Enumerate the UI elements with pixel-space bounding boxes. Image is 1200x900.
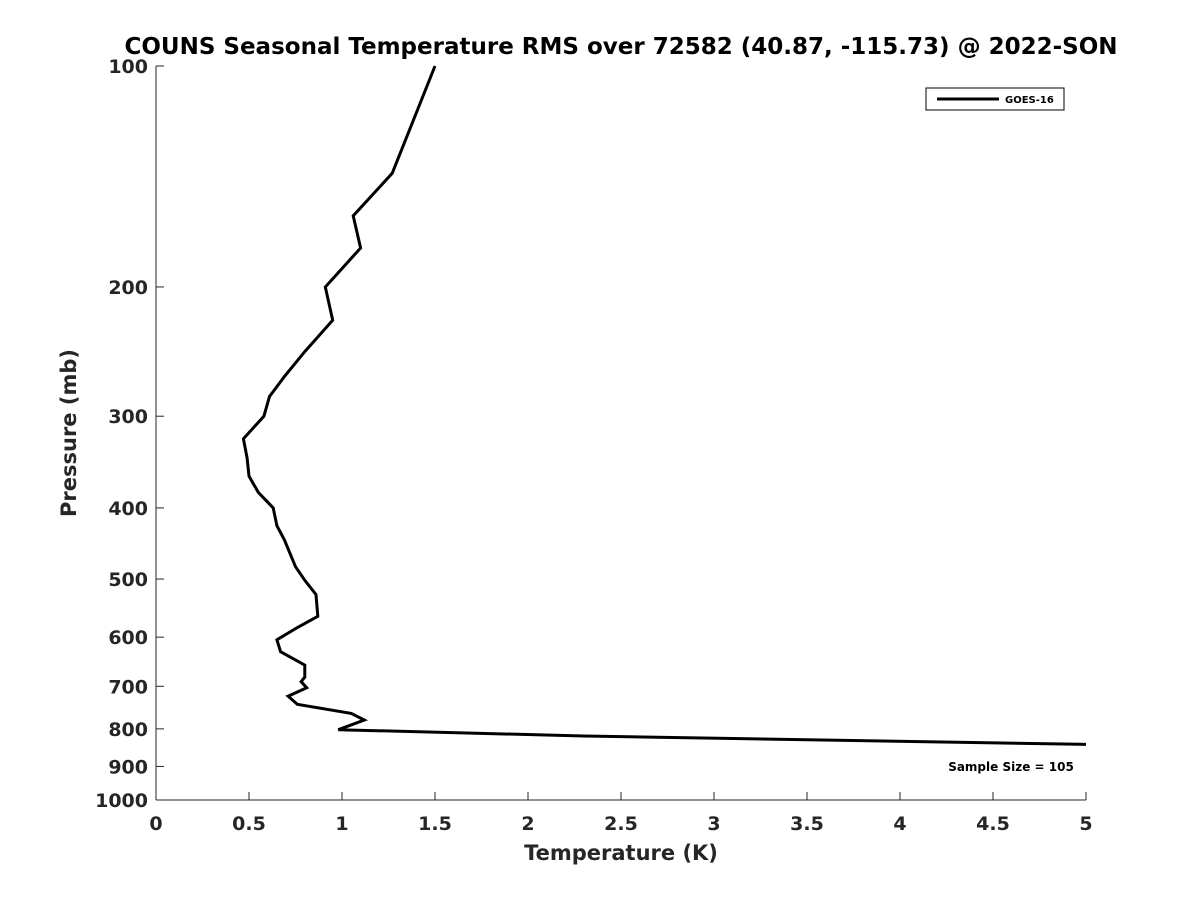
y-tick-label: 300 (108, 406, 148, 428)
y-tick-label: 500 (108, 569, 148, 591)
series-group (241, 65, 1087, 746)
series-line-goes-16 (241, 65, 1087, 746)
legend-label-goes-16: GOES-16 (1005, 95, 1054, 106)
x-tick-label: 1.5 (418, 813, 452, 835)
x-axis-ticks: 0 0.5 1 1.5 2 2.5 3 3.5 4 4.5 5 (149, 792, 1093, 835)
y-tick-label: 900 (108, 756, 148, 778)
x-tick-label: 4 (893, 813, 906, 835)
x-tick-label: 5 (1079, 813, 1092, 835)
y-tick-label: 600 (108, 627, 148, 649)
x-tick-label: 2 (521, 813, 534, 835)
y-tick-label: 1000 (95, 790, 148, 812)
y-tick-label: 700 (108, 676, 148, 698)
x-axis-label: Temperature (K) (524, 841, 718, 865)
x-tick-label: 2.5 (604, 813, 638, 835)
y-tick-label: 100 (108, 56, 148, 78)
x-tick-label: 3.5 (790, 813, 824, 835)
y-tick-label: 800 (108, 719, 148, 741)
y-tick-label: 400 (108, 498, 148, 520)
sample-size-annotation: Sample Size = 105 (948, 760, 1074, 774)
x-tick-label: 0.5 (232, 813, 266, 835)
x-tick-label: 4.5 (976, 813, 1010, 835)
chart-title: COUNS Seasonal Temperature RMS over 7258… (124, 34, 1117, 60)
y-axis-ticks: 100 200 300 400 500 600 700 800 900 1000 (95, 56, 164, 812)
y-tick-label: 200 (108, 277, 148, 299)
y-axis-label: Pressure (mb) (57, 349, 81, 517)
x-tick-label: 1 (335, 813, 348, 835)
x-tick-label: 0 (149, 813, 162, 835)
legend: GOES-16 (925, 87, 1065, 111)
x-tick-label: 3 (707, 813, 720, 835)
